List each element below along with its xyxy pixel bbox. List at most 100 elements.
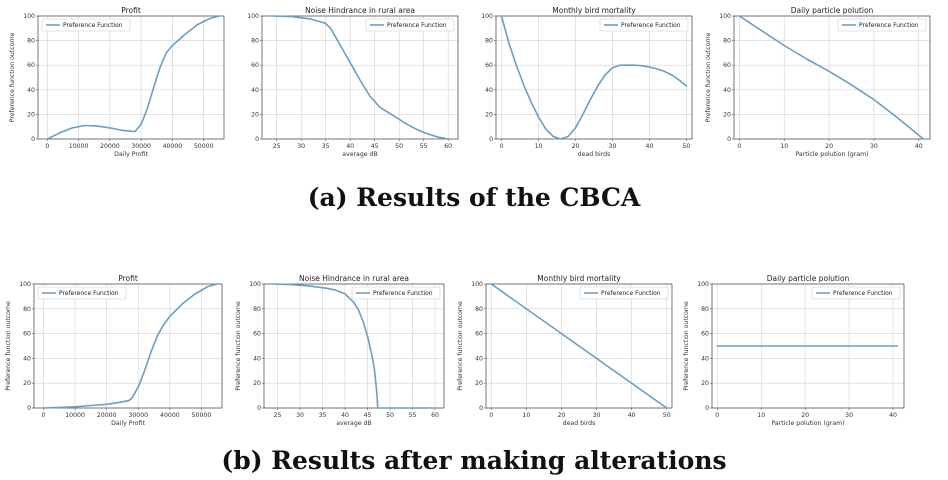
y-tick-label: 60 [251, 62, 259, 69]
legend-label: Preference Function [63, 22, 123, 29]
x-tick-label: 35 [319, 412, 327, 419]
x-tick-label: 40 [628, 412, 636, 419]
x-tick-label: 60 [444, 143, 452, 150]
x-tick-label: 20000 [100, 143, 120, 150]
plot-frame [711, 283, 905, 409]
y-tick-label: 20 [27, 111, 35, 118]
y-tick-label: 0 [489, 136, 493, 143]
x-axis-label: average dB [336, 420, 371, 427]
chart-title: Daily particle polution [767, 274, 850, 283]
x-tick-label: 20 [801, 412, 809, 419]
legend-label: Preference Function [601, 290, 661, 297]
x-tick-label: 30 [609, 143, 617, 150]
y-axis-label: Preference function outcome [457, 301, 464, 391]
chart-title: Daily particle polution [791, 6, 874, 15]
legend-label: Preference Function [373, 290, 433, 297]
y-tick-label: 40 [485, 87, 493, 94]
legend-box [579, 286, 669, 300]
chart-title: Profit [118, 274, 138, 283]
x-tick-label: 30 [297, 143, 305, 150]
x-axis-label: dead birds [578, 151, 611, 158]
legend: Preference Function [599, 18, 689, 32]
y-tick-label: 60 [701, 331, 709, 338]
y-tick-label: 80 [253, 306, 261, 313]
legend: Preference Function [365, 18, 455, 32]
legend: Preference Function [837, 18, 927, 32]
y-axis-label: Preference function outcome [705, 33, 712, 123]
chart-svg-b-profit: Profit 0 10000 20000 30000 40000 50000 0 20 40 60 8… [5, 274, 223, 427]
x-tick-label: 10 [535, 143, 543, 150]
x-tick-label: 0 [500, 143, 504, 150]
x-tick-label: 30 [593, 412, 601, 419]
x-tick-label: 35 [322, 143, 330, 150]
chart-svg-a-profit: Profit 0 10000 20000 30000 40000 50000 0 20 40 60 8… [9, 6, 225, 158]
x-tick-label: 10 [522, 412, 530, 419]
chart-a-noise: Noise Hindrance in rural area 25 30 35 40 45 5… [230, 4, 462, 169]
series-line [500, 15, 688, 140]
x-tick-label: 45 [371, 143, 379, 150]
caption-a: (a) Results of the CBCA [307, 183, 641, 212]
series-line [42, 283, 219, 409]
y-tick-label: 80 [701, 306, 709, 313]
y-tick-label: 0 [727, 136, 731, 143]
chart-title: Monthly bird mortality [537, 274, 621, 283]
chart-title: Noise Hindrance in rural area [305, 6, 415, 15]
y-tick-label: 40 [253, 355, 261, 362]
y-tick-label: 100 [719, 13, 731, 20]
x-tick-label: 30000 [131, 143, 151, 150]
y-tick-label: 0 [705, 405, 709, 412]
legend-label: Preference Function [59, 290, 119, 297]
chart-svg-a-noise: Noise Hindrance in rural area 25 30 35 40 45 5… [247, 6, 459, 158]
x-tick-label: 25 [274, 412, 282, 419]
y-tick-label: 100 [19, 281, 31, 288]
y-tick-label: 40 [723, 87, 731, 94]
legend: Preference Function [579, 286, 669, 300]
chart-b-noise: Noise Hindrance in rural area 25 30 35 40 45 5… [228, 272, 448, 432]
y-tick-label: 20 [23, 380, 31, 387]
x-tick-label: 20000 [97, 412, 117, 419]
x-tick-label: 40000 [160, 412, 180, 419]
x-tick-label: 40 [341, 412, 349, 419]
y-tick-label: 0 [479, 405, 483, 412]
y-tick-label: 40 [475, 355, 483, 362]
x-tick-label: 55 [409, 412, 417, 419]
x-tick-label: 40000 [163, 143, 183, 150]
legend: Preference Function [811, 286, 901, 300]
plot-frame [33, 283, 223, 409]
chart-svg-b-noise: Noise Hindrance in rural area 25 30 35 40 45 5… [235, 274, 445, 427]
y-tick-label: 20 [485, 111, 493, 118]
x-tick-label: 10000 [65, 412, 85, 419]
plot-frame [485, 283, 673, 409]
y-tick-label: 60 [23, 331, 31, 338]
x-tick-label: 20 [572, 143, 580, 150]
x-axis-label: average dB [342, 151, 377, 158]
y-tick-label: 80 [475, 306, 483, 313]
y-tick-label: 80 [251, 38, 259, 45]
plot-frame [263, 283, 445, 409]
chart-b-birds: Monthly bird mortality 0 10 20 30 40 50 0 20 40 60… [450, 272, 676, 432]
y-tick-label: 80 [485, 38, 493, 45]
plot-frame [733, 15, 931, 140]
series-line [46, 15, 221, 140]
x-axis-label: Daily Profit [114, 151, 148, 158]
y-tick-label: 0 [255, 136, 259, 143]
y-tick-label: 60 [27, 62, 35, 69]
chart-title: Noise Hindrance in rural area [299, 274, 409, 283]
series-line [738, 15, 925, 140]
x-tick-label: 50000 [194, 143, 214, 150]
y-tick-label: 20 [701, 380, 709, 387]
x-tick-label: 10 [780, 143, 788, 150]
x-axis-label: Particle polution (gram) [795, 151, 868, 158]
legend-label: Preference Function [859, 22, 919, 29]
y-axis-label: Preference function outcome [5, 301, 12, 391]
y-axis-label: Preference function outcome [683, 301, 690, 391]
x-axis-label: dead birds [563, 420, 596, 427]
legend-box [365, 18, 455, 32]
x-tick-label: 50 [663, 412, 671, 419]
chart-b-particle: Daily particle polution 0 10 20 30 40 0 20 40 60 8… [678, 272, 908, 432]
x-tick-label: 30 [870, 143, 878, 150]
x-tick-label: 30 [296, 412, 304, 419]
y-tick-label: 20 [253, 380, 261, 387]
y-tick-label: 20 [723, 111, 731, 118]
legend-box [837, 18, 927, 32]
